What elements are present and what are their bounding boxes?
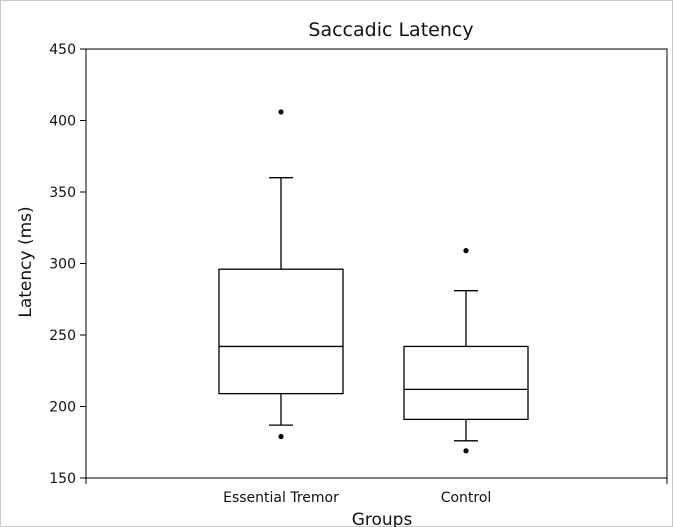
y-tick-label: 400 <box>49 114 76 130</box>
outlier-point <box>463 448 469 454</box>
plot-area <box>85 48 668 479</box>
y-tick-label: 150 <box>49 471 76 487</box>
x-axis: Essential Tremor Control <box>85 478 668 506</box>
y-tick-label: 450 <box>49 42 76 58</box>
iqr-box <box>403 345 529 421</box>
x-axis-label: Groups <box>352 510 413 527</box>
outlier-point <box>278 109 284 115</box>
outlier-point <box>278 433 284 440</box>
y-tick-label: 250 <box>49 328 76 344</box>
iqr-box <box>218 268 344 395</box>
y-tick-label: 350 <box>49 185 76 201</box>
x-tick-label: Control <box>441 490 492 506</box>
x-tick-label: Essential Tremor <box>223 490 339 506</box>
y-tick-label: 200 <box>49 400 76 416</box>
chart-title: Saccadic Latency <box>308 19 473 41</box>
y-axis-label: Latency (ms) <box>16 206 36 317</box>
y-tick-label: 300 <box>49 257 76 273</box>
box-series <box>218 109 529 454</box>
outlier-point <box>463 248 469 254</box>
y-axis: 150 200 250 300 350 400 450 <box>49 42 86 487</box>
